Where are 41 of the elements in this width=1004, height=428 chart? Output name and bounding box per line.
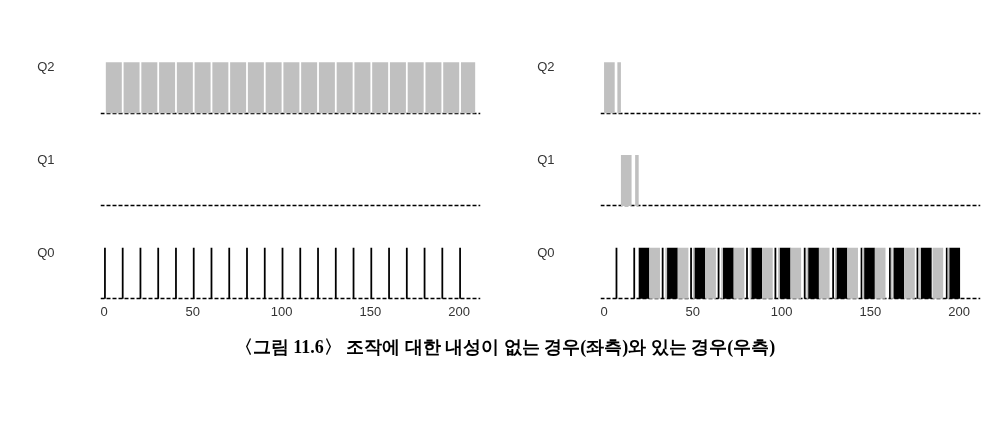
bar bbox=[779, 247, 791, 299]
bar bbox=[932, 247, 944, 299]
y-tick-label: Q0 bbox=[537, 244, 555, 260]
bar bbox=[818, 247, 830, 299]
bar bbox=[836, 247, 848, 299]
bar bbox=[705, 247, 716, 299]
bar bbox=[677, 247, 689, 299]
x-tick-label: 200 bbox=[448, 303, 471, 319]
bar bbox=[847, 247, 858, 299]
bar bbox=[694, 247, 706, 299]
y-tick-label: Q2 bbox=[37, 59, 55, 75]
bar bbox=[635, 154, 639, 206]
bar bbox=[649, 247, 660, 299]
x-tick-label: 150 bbox=[359, 303, 382, 319]
x-tick-label: 50 bbox=[185, 303, 201, 319]
x-tick-label: 100 bbox=[770, 303, 793, 319]
bar bbox=[723, 247, 734, 299]
bar bbox=[790, 247, 802, 299]
bar bbox=[620, 154, 632, 206]
x-tick-label: 50 bbox=[685, 303, 701, 319]
bar bbox=[762, 247, 773, 299]
y-tick-label: Q1 bbox=[537, 152, 555, 168]
bar bbox=[904, 247, 915, 299]
bar bbox=[808, 247, 819, 299]
x-tick-label: 0 bbox=[600, 303, 608, 319]
x-tick-label: 0 bbox=[100, 303, 108, 319]
text: 〈그림 11.6〉 조작에 대한 내성이 없는 경우(좌측)와 있는 경우(우측) bbox=[234, 336, 776, 359]
x-tick-label: 200 bbox=[948, 303, 971, 319]
bar bbox=[733, 247, 745, 299]
bar bbox=[667, 247, 678, 299]
bar bbox=[617, 62, 621, 114]
bar bbox=[893, 247, 905, 299]
bar bbox=[864, 247, 875, 299]
y-tick-label: Q0 bbox=[37, 244, 55, 260]
y-tick-label: Q2 bbox=[537, 59, 555, 75]
bar bbox=[751, 247, 763, 299]
y-tick-label: Q1 bbox=[37, 152, 55, 168]
x-tick-label: 150 bbox=[859, 303, 882, 319]
x-tick-label: 100 bbox=[270, 303, 293, 319]
bar bbox=[874, 247, 886, 299]
bar bbox=[604, 62, 615, 114]
